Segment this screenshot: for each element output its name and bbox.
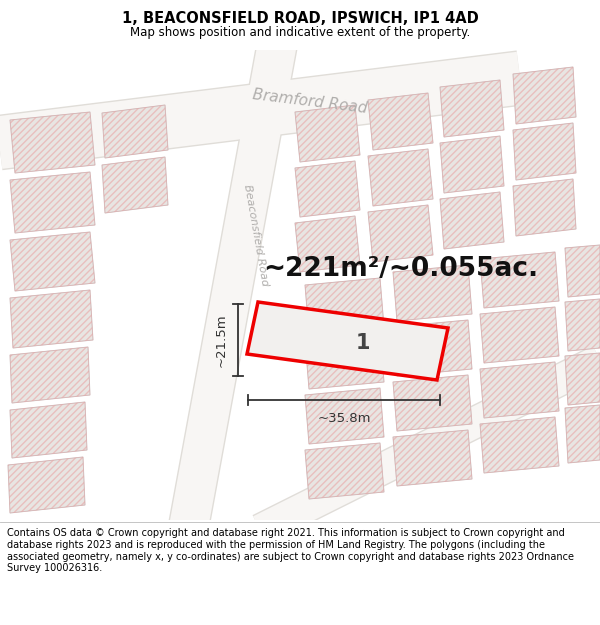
Polygon shape (295, 161, 360, 217)
Text: Bramford Road: Bramford Road (252, 88, 368, 116)
Polygon shape (368, 149, 433, 206)
Polygon shape (565, 405, 600, 463)
Polygon shape (102, 157, 168, 213)
Text: 1, BEACONSFIELD ROAD, IPSWICH, IP1 4AD: 1, BEACONSFIELD ROAD, IPSWICH, IP1 4AD (122, 11, 478, 26)
Polygon shape (10, 402, 87, 458)
Polygon shape (295, 216, 360, 272)
Text: Map shows position and indicative extent of the property.: Map shows position and indicative extent… (130, 26, 470, 39)
Polygon shape (368, 93, 433, 150)
Text: ~21.5m: ~21.5m (215, 313, 228, 367)
Polygon shape (305, 333, 384, 389)
Polygon shape (393, 375, 472, 431)
Polygon shape (565, 245, 600, 297)
Polygon shape (440, 192, 504, 249)
Polygon shape (8, 457, 85, 513)
Polygon shape (513, 67, 576, 124)
Polygon shape (480, 307, 559, 363)
Text: Contains OS data © Crown copyright and database right 2021. This information is : Contains OS data © Crown copyright and d… (7, 528, 574, 573)
Polygon shape (480, 417, 559, 473)
Polygon shape (10, 347, 90, 403)
Polygon shape (565, 299, 600, 351)
Polygon shape (10, 112, 95, 173)
Polygon shape (480, 362, 559, 418)
Polygon shape (565, 353, 600, 405)
Polygon shape (480, 252, 559, 308)
Polygon shape (393, 265, 472, 321)
Text: ~221m²/~0.055ac.: ~221m²/~0.055ac. (263, 256, 538, 282)
Polygon shape (393, 430, 472, 486)
Polygon shape (247, 302, 448, 380)
Polygon shape (295, 105, 360, 162)
Polygon shape (440, 80, 504, 137)
Text: 1: 1 (355, 333, 370, 353)
Polygon shape (305, 278, 384, 334)
Polygon shape (368, 205, 433, 262)
Polygon shape (513, 123, 576, 180)
Polygon shape (102, 105, 168, 158)
Polygon shape (305, 443, 384, 499)
Polygon shape (10, 172, 95, 233)
Polygon shape (393, 320, 472, 376)
Polygon shape (305, 388, 384, 444)
Text: Beaconsfield Road: Beaconsfield Road (242, 183, 270, 287)
Polygon shape (513, 179, 576, 236)
Polygon shape (10, 290, 93, 348)
Polygon shape (10, 232, 95, 291)
Polygon shape (440, 136, 504, 193)
Text: ~35.8m: ~35.8m (317, 412, 371, 425)
